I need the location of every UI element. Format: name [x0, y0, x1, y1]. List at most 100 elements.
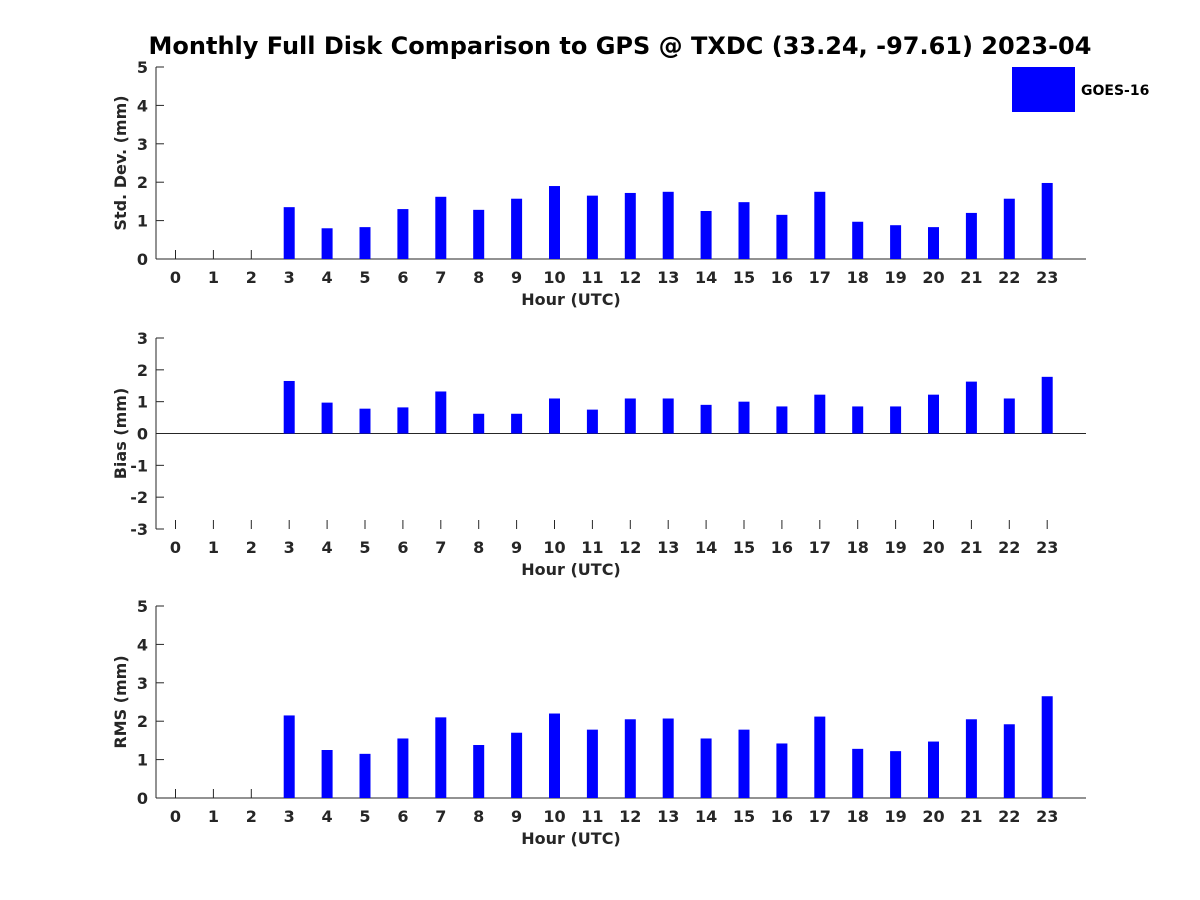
x-tick-label: 8	[473, 268, 484, 287]
bar	[624, 192, 636, 259]
x-tick-label: 9	[511, 807, 522, 826]
bar	[776, 406, 788, 434]
x-tick-label: 12	[619, 538, 641, 557]
bar	[624, 398, 636, 434]
x-tick-label: 12	[619, 807, 641, 826]
bar	[662, 718, 674, 798]
y-tick-label: 1	[137, 212, 148, 231]
bar	[776, 214, 788, 259]
x-tick-label: 22	[998, 538, 1020, 557]
bar	[965, 212, 977, 259]
x-tick-label: 10	[543, 538, 565, 557]
x-tick-label: 20	[922, 538, 944, 557]
bar	[397, 407, 409, 434]
x-tick-label: 22	[998, 807, 1020, 826]
x-tick-label: 5	[359, 807, 370, 826]
y-tick-label: 4	[137, 96, 148, 115]
x-tick-label: 12	[619, 268, 641, 287]
bar	[852, 748, 864, 798]
y-tick-label: 2	[137, 712, 148, 731]
bar	[662, 191, 674, 259]
legend: GOES-16	[1012, 67, 1149, 112]
bar	[814, 191, 826, 259]
bar	[359, 227, 371, 259]
bar	[700, 738, 712, 798]
x-tick-label: 13	[657, 268, 679, 287]
x-tick-label: 7	[435, 807, 446, 826]
bar	[283, 207, 295, 259]
x-tick-label: 11	[581, 268, 603, 287]
x-tick-label: 14	[695, 807, 717, 826]
bar	[473, 745, 485, 798]
bar	[549, 186, 560, 259]
x-tick-label: 21	[960, 268, 982, 287]
y-tick-label: 5	[137, 58, 148, 77]
x-axis-label: Hour (UTC)	[521, 560, 621, 579]
x-tick-label: 6	[397, 807, 408, 826]
bar	[965, 719, 977, 798]
x-tick-label: 4	[322, 538, 333, 557]
bar	[1041, 182, 1053, 259]
x-tick-label: 7	[435, 538, 446, 557]
x-tick-label: 13	[657, 807, 679, 826]
y-tick-label: 3	[137, 329, 148, 348]
y-tick-label: 3	[137, 135, 148, 154]
x-tick-label: 21	[960, 538, 982, 557]
bar	[586, 409, 598, 434]
bar	[511, 413, 523, 434]
y-tick-label: 5	[137, 597, 148, 616]
bar	[776, 743, 788, 798]
x-tick-label: 3	[284, 807, 295, 826]
bar	[928, 394, 939, 434]
x-tick-label: 0	[170, 807, 181, 826]
x-tick-label: 20	[922, 807, 944, 826]
y-tick-label: 1	[137, 393, 148, 412]
legend-label: GOES-16	[1081, 83, 1149, 99]
x-axis-label: Hour (UTC)	[521, 829, 621, 848]
x-tick-label: 11	[581, 538, 603, 557]
x-tick-label: 2	[246, 807, 257, 826]
bar	[1041, 696, 1053, 798]
bar	[1041, 376, 1053, 434]
bar	[738, 202, 750, 259]
y-axis-label: Std. Dev. (mm)	[111, 95, 130, 230]
x-tick-label: 16	[771, 268, 793, 287]
bar	[662, 398, 674, 434]
x-axis-label: Hour (UTC)	[521, 290, 621, 309]
bar	[928, 741, 939, 798]
x-tick-label: 8	[473, 807, 484, 826]
x-tick-label: 18	[847, 538, 869, 557]
bar	[283, 380, 295, 434]
bar	[700, 211, 712, 259]
bar	[397, 738, 409, 798]
x-tick-label: 22	[998, 268, 1020, 287]
bar	[852, 221, 864, 259]
bar	[890, 751, 902, 798]
bar	[321, 750, 333, 798]
x-tick-label: 0	[170, 268, 181, 287]
figure-title: Monthly Full Disk Comparison to GPS @ TX…	[149, 32, 1092, 60]
x-tick-label: 14	[695, 538, 717, 557]
bar	[586, 195, 598, 259]
x-tick-label: 8	[473, 538, 484, 557]
x-tick-label: 0	[170, 538, 181, 557]
bar	[283, 715, 295, 798]
bar	[928, 227, 939, 259]
bar	[359, 408, 371, 434]
x-tick-label: 18	[847, 268, 869, 287]
bar	[1003, 724, 1015, 798]
x-tick-label: 19	[884, 807, 906, 826]
x-tick-label: 10	[543, 807, 565, 826]
x-tick-label: 21	[960, 807, 982, 826]
x-tick-label: 15	[733, 807, 755, 826]
bar	[890, 406, 902, 434]
x-tick-label: 17	[809, 538, 831, 557]
bar	[738, 401, 750, 434]
bar	[435, 196, 447, 259]
y-tick-label: 3	[137, 674, 148, 693]
x-tick-label: 2	[246, 268, 257, 287]
bar	[511, 732, 523, 798]
x-tick-label: 17	[809, 807, 831, 826]
